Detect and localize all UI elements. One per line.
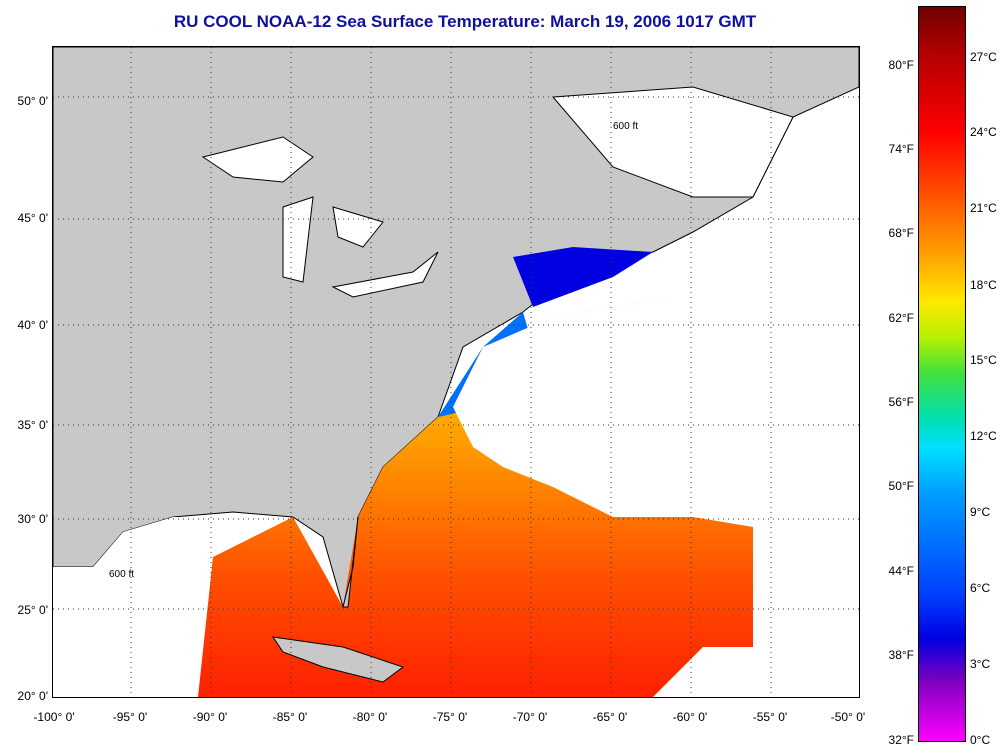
colorbar-c-label: 24°C (970, 125, 997, 139)
graticule (53, 47, 859, 697)
lon-label: -60° 0' (672, 710, 708, 724)
lon-label: -100° 0' (33, 710, 75, 724)
lon-label: -90° 0' (192, 710, 228, 724)
colorbar-c-label: 3°C (970, 657, 991, 671)
lon-label: -65° 0' (592, 710, 628, 724)
colorbar-c-label: 15°C (970, 353, 997, 367)
lon-label: -70° 0' (512, 710, 548, 724)
colorbar-f-label: 68°F (888, 226, 914, 240)
lat-label: 30° 0' (17, 512, 48, 526)
lon-label: -80° 0' (352, 710, 388, 724)
colorbar-f-label: 74°F (888, 142, 914, 156)
colorbar-c-label: 9°C (970, 505, 991, 519)
lon-label: -85° 0' (272, 710, 308, 724)
contour-label: 600 ft (109, 569, 134, 580)
lat-label: 45° 0' (17, 211, 48, 225)
colorbar-f-label: 50°F (888, 479, 914, 493)
lat-label: 35° 0' (17, 418, 48, 432)
colorbar-f-label: 62°F (888, 311, 914, 325)
cuba (271, 636, 405, 683)
temperature-colorbar (918, 6, 966, 742)
colorbar-c-label: 21°C (970, 201, 997, 215)
map-canvas: 600 ft 600 ft (52, 46, 860, 697)
lon-label: -55° 0' (752, 710, 788, 724)
lon-label: -75° 0' (432, 710, 468, 724)
great-lakes (201, 136, 314, 183)
colorbar-c-label: 18°C (970, 278, 997, 292)
lon-label: -95° 0' (112, 710, 148, 724)
lat-label: 20° 0' (17, 689, 48, 703)
lat-label: 25° 0' (17, 603, 48, 617)
colorbar-c-label: 6°C (970, 581, 991, 595)
contour-label: 600 ft (613, 121, 638, 132)
colorbar-f-label: 32°F (888, 733, 914, 747)
map-title: RU COOL NOAA-12 Sea Surface Temperature:… (173, 12, 757, 31)
colorbar-f-label: 38°F (888, 648, 914, 662)
colorbar-f-label: 80°F (888, 58, 914, 72)
colorbar-f-label: 56°F (888, 395, 914, 409)
colorbar-c-label: 12°C (970, 429, 997, 443)
colorbar-f-label: 44°F (888, 564, 914, 578)
sst-map: 600 ft 600 ft (52, 46, 860, 698)
lon-label: -50° 0' (830, 710, 866, 724)
colorbar-c-label: 0°C (970, 733, 991, 747)
lat-label: 40° 0' (17, 318, 48, 332)
colorbar-c-label: 27°C (970, 50, 997, 64)
lat-label: 50° 0' (17, 94, 48, 108)
